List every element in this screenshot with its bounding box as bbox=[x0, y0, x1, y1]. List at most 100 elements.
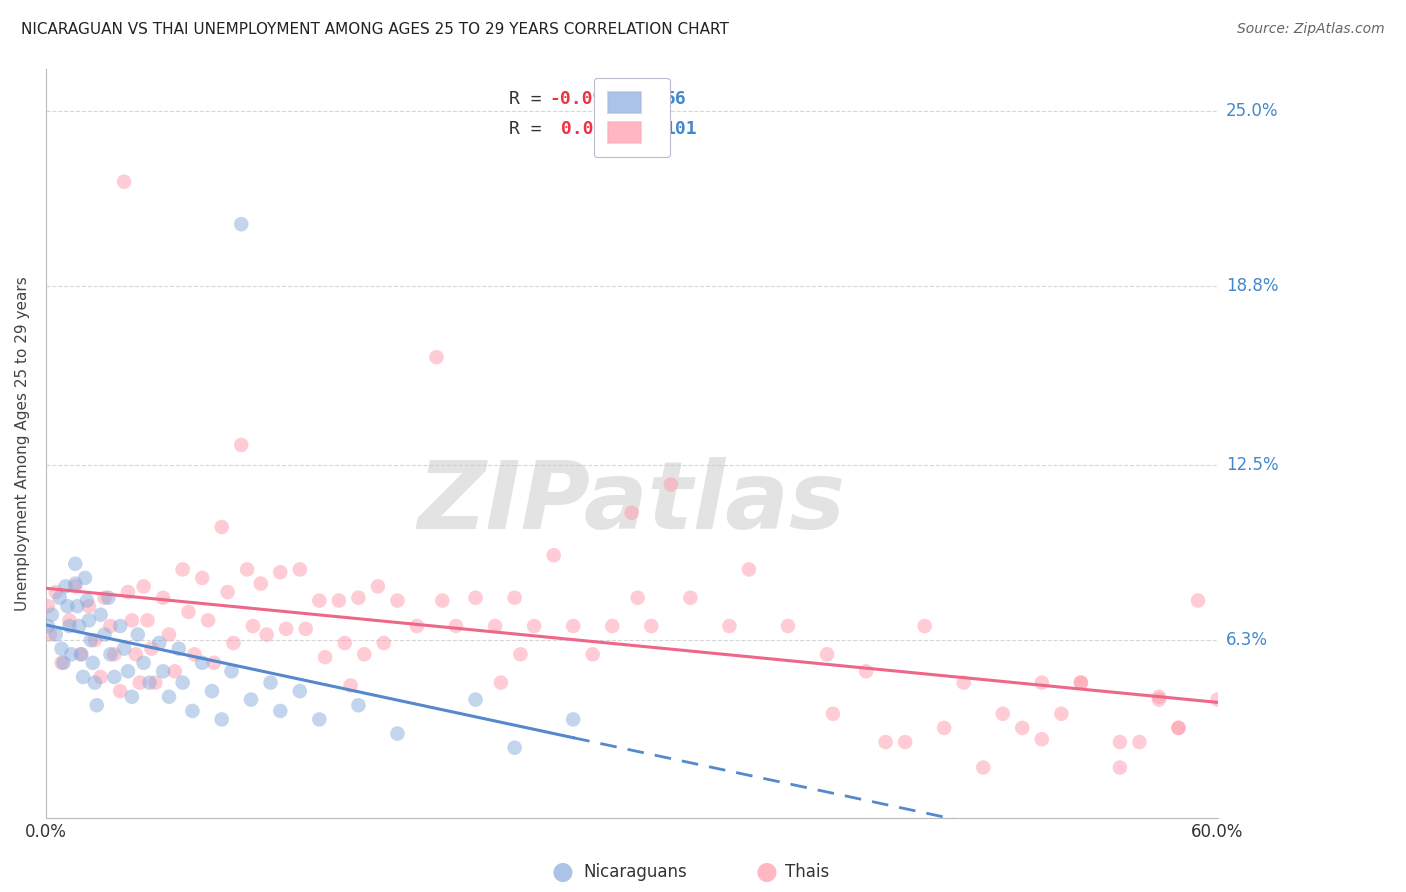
Point bbox=[191, 571, 214, 585]
Point bbox=[600, 619, 623, 633]
Point bbox=[56, 599, 79, 614]
Point bbox=[425, 350, 447, 364]
Point bbox=[308, 713, 330, 727]
Y-axis label: Unemployment Among Ages 25 to 29 years: Unemployment Among Ages 25 to 29 years bbox=[15, 277, 30, 611]
Point bbox=[1031, 732, 1053, 747]
Point bbox=[914, 619, 936, 633]
Text: N =: N = bbox=[626, 120, 658, 137]
Point bbox=[211, 520, 233, 534]
Text: 6.3%: 6.3% bbox=[1226, 632, 1268, 649]
Point bbox=[1187, 593, 1209, 607]
Point bbox=[308, 593, 330, 607]
Point bbox=[201, 684, 224, 698]
Point bbox=[620, 506, 643, 520]
Point bbox=[93, 627, 115, 641]
Point bbox=[117, 585, 139, 599]
Point bbox=[202, 656, 225, 670]
Point bbox=[211, 713, 233, 727]
Point bbox=[523, 619, 546, 633]
Point bbox=[659, 477, 682, 491]
Point bbox=[444, 619, 467, 633]
Point bbox=[627, 591, 650, 605]
Text: Source: ZipAtlas.com: Source: ZipAtlas.com bbox=[1237, 22, 1385, 37]
Point bbox=[855, 665, 877, 679]
Point bbox=[93, 591, 115, 605]
Point bbox=[181, 704, 204, 718]
Point bbox=[172, 675, 194, 690]
Text: Thais: Thais bbox=[785, 863, 828, 881]
Point bbox=[121, 690, 143, 704]
Text: 0.064: 0.064 bbox=[550, 120, 614, 137]
Text: 56: 56 bbox=[665, 89, 686, 108]
Point bbox=[183, 648, 205, 662]
Point bbox=[543, 549, 565, 563]
Point bbox=[509, 648, 531, 662]
Point bbox=[167, 641, 190, 656]
Point bbox=[38, 627, 60, 641]
Point bbox=[152, 665, 174, 679]
Point bbox=[1167, 721, 1189, 735]
Point bbox=[484, 619, 506, 633]
Point bbox=[127, 627, 149, 641]
Point bbox=[143, 675, 166, 690]
Point bbox=[163, 665, 186, 679]
Point bbox=[83, 633, 105, 648]
Point bbox=[70, 648, 93, 662]
Point bbox=[83, 675, 105, 690]
Point bbox=[406, 619, 429, 633]
Point bbox=[1167, 721, 1189, 735]
Point bbox=[464, 591, 486, 605]
Point bbox=[108, 619, 131, 633]
Point bbox=[77, 599, 100, 614]
Point bbox=[249, 576, 271, 591]
Point bbox=[108, 684, 131, 698]
Point bbox=[41, 607, 63, 622]
Point bbox=[503, 740, 526, 755]
Point bbox=[934, 721, 956, 735]
Point bbox=[90, 670, 112, 684]
Point bbox=[269, 566, 291, 580]
Point bbox=[815, 648, 838, 662]
Point bbox=[136, 613, 159, 627]
Point bbox=[100, 619, 122, 633]
Point bbox=[1070, 675, 1092, 690]
Point bbox=[231, 217, 253, 231]
Point bbox=[70, 648, 93, 662]
Point bbox=[112, 641, 135, 656]
Point bbox=[97, 591, 120, 605]
Point bbox=[387, 593, 409, 607]
Point bbox=[562, 713, 585, 727]
Text: Nicaraguans: Nicaraguans bbox=[583, 863, 688, 881]
Point bbox=[240, 692, 263, 706]
Point bbox=[112, 175, 135, 189]
Point bbox=[148, 636, 170, 650]
Point bbox=[100, 648, 122, 662]
Point bbox=[1147, 692, 1170, 706]
Point bbox=[640, 619, 662, 633]
Point bbox=[288, 684, 311, 698]
Point bbox=[256, 627, 278, 641]
Point bbox=[1147, 690, 1170, 704]
Text: ●: ● bbox=[755, 861, 778, 884]
Point bbox=[776, 619, 799, 633]
Point bbox=[125, 648, 148, 662]
Text: ●: ● bbox=[551, 861, 574, 884]
Point bbox=[562, 619, 585, 633]
Point bbox=[51, 641, 73, 656]
Point bbox=[76, 593, 98, 607]
Point bbox=[77, 613, 100, 627]
Point bbox=[72, 670, 94, 684]
Point bbox=[347, 591, 370, 605]
Point bbox=[191, 656, 214, 670]
Point bbox=[679, 591, 702, 605]
Text: 25.0%: 25.0% bbox=[1226, 102, 1278, 120]
Text: ZIPatlas: ZIPatlas bbox=[418, 458, 846, 549]
Legend: , : , bbox=[593, 78, 669, 157]
Point bbox=[367, 579, 389, 593]
Point bbox=[51, 656, 73, 670]
Point bbox=[117, 665, 139, 679]
Point bbox=[276, 622, 298, 636]
Point bbox=[1109, 735, 1132, 749]
Point bbox=[48, 591, 70, 605]
Point bbox=[45, 627, 67, 641]
